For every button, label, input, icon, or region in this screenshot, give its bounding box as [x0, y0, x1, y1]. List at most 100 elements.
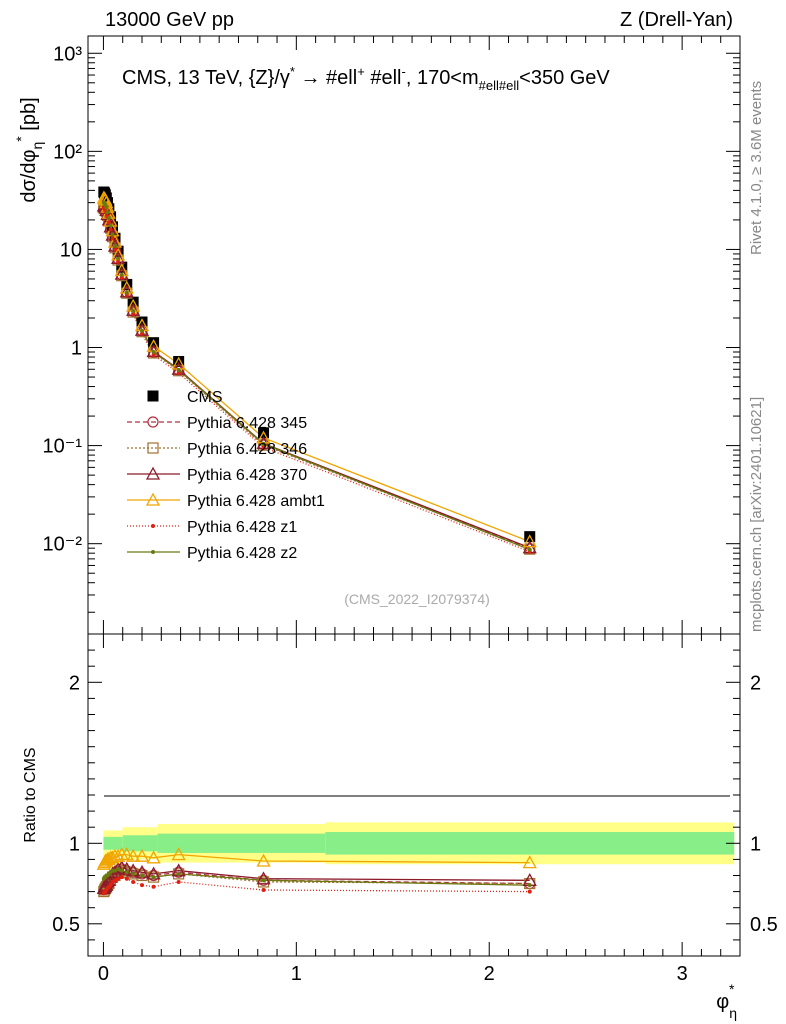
legend-marker-p370 [145, 466, 161, 480]
main-point-p346 [147, 347, 160, 359]
main-point-z2 [105, 210, 110, 215]
legend: CMS Pythia 6.428 345 Pythia 6.428 346 Pythi… [127, 389, 325, 562]
main-point-z2 [110, 232, 115, 237]
ratio-point-ambt1 [146, 850, 161, 864]
main-plot-frame [87, 35, 741, 635]
ratio-point-ambt1 [134, 848, 150, 862]
main-point-cms [173, 356, 185, 368]
main-ylabel: dσ/dφη* [pb] [13, 97, 45, 202]
main-point-ambt1 [522, 534, 537, 548]
main-point-z2 [527, 547, 532, 552]
ratio-y-tick-label: 2 [69, 672, 80, 694]
band-inner [325, 832, 735, 855]
main-point-cms [136, 316, 148, 328]
main-point-z2 [124, 290, 129, 295]
main-panel: 10³ 10² 10 1 10⁻¹ 10⁻² CMS, 13 TeV, {Z}/γ* → … [13, 35, 741, 635]
legend-label-p345: Pythia 6.428 345 [187, 415, 307, 432]
main-point-p346 [257, 439, 270, 451]
ratio-panel: 0.5 0.5 1 1 2 2 0 1 2 3 Ratio to CMS [22, 633, 778, 985]
main-point-z2 [119, 272, 124, 277]
ratio-line-p370 [103, 866, 530, 889]
ratio-point-ambt1 [105, 850, 120, 864]
y-tick-label: 10⁻² [43, 534, 83, 556]
ratio-point-z2 [119, 868, 124, 873]
ratio-point-z1 [140, 883, 145, 888]
main-line-ambt1 [103, 197, 530, 543]
main-point-z2 [131, 309, 136, 314]
ratio-point-z2 [124, 870, 129, 875]
legend-label-cms: CMS [187, 389, 223, 406]
legend-marker-p346 [147, 442, 159, 454]
ratio-point-z2 [261, 878, 266, 883]
ratio-y-tick-label-right: 0.5 [750, 914, 778, 936]
band-inner [103, 836, 123, 850]
legend-label-z1: Pythia 6.428 z1 [187, 519, 297, 536]
main-point-cms [106, 221, 118, 233]
ratio-point-z1 [261, 887, 266, 892]
main-point-cms [121, 278, 133, 290]
main-point-z2 [106, 215, 111, 220]
legend-marker-p345 [147, 416, 159, 428]
legend-label-z2: Pythia 6.428 z2 [187, 545, 297, 562]
main-point-z1 [261, 445, 266, 450]
main-point-p346 [136, 326, 148, 338]
y-tick-label: 10² [53, 141, 82, 163]
main-point-z1 [113, 247, 118, 252]
main-point-z2 [104, 205, 109, 210]
ratio-point-z1 [131, 879, 136, 884]
ratio-y-tick-label-right: 2 [750, 672, 761, 694]
legend-marker-z1 [151, 524, 155, 528]
main-point-z1 [176, 370, 181, 375]
ratio-point-z1 [176, 879, 181, 884]
ratio-point-p370 [256, 871, 271, 885]
header-left: 13000 GeV pp [105, 9, 234, 31]
band-inner [122, 835, 158, 852]
main-point-z2 [140, 328, 145, 333]
ratio-uncertainty-bands [103, 822, 735, 865]
ratio-y-tick-label-right: 1 [750, 833, 761, 855]
main-axis-ticks: 10³ 10² 10 1 10⁻¹ 10⁻² [43, 36, 740, 634]
legend-label-p346: Pythia 6.428 346 [187, 441, 307, 458]
ratio-point-ambt1 [126, 848, 141, 862]
ratio-point-z2 [116, 867, 121, 872]
legend-label-p370: Pythia 6.428 370 [187, 467, 307, 484]
main-point-p346 [173, 365, 185, 377]
band-inner [157, 833, 326, 853]
main-point-p370 [119, 284, 134, 298]
main-title: CMS, 13 TeV, {Z}/γ* → #ell+ #ell-, 170<m… [122, 64, 610, 93]
ratio-point-z2 [140, 873, 145, 878]
main-point-cms [127, 296, 139, 308]
main-point-z2 [261, 441, 266, 446]
ratio-point-ambt1 [101, 852, 116, 866]
main-series-markers [96, 186, 537, 555]
ratio-y-tick-label: 0.5 [52, 914, 80, 936]
main-point-z1 [108, 227, 113, 232]
main-point-z2 [151, 350, 156, 355]
ratio-point-p370 [110, 861, 126, 875]
main-point-z2 [113, 243, 118, 248]
ratio-point-z1 [108, 883, 113, 888]
x-tick-label: 1 [291, 963, 302, 985]
ratio-point-z1 [527, 889, 532, 894]
ratio-point-ambt1 [522, 855, 537, 869]
main-point-z1 [140, 331, 145, 336]
legend-label-ambt1: Pythia 6.428 ambt1 [187, 493, 325, 510]
legend-marker-ambt1 [145, 492, 161, 506]
main-point-p346 [524, 543, 536, 555]
main-point-z2 [108, 223, 113, 228]
y-tick-label: 10⁻¹ [43, 436, 83, 458]
main-point-z1 [106, 220, 111, 225]
ratio-point-ambt1 [110, 848, 126, 862]
ratio-point-ambt1 [171, 847, 186, 861]
ratio-plot-frame [87, 633, 741, 957]
ratio-point-z2 [151, 875, 156, 880]
mcplots-label: mcplots.cern.ch [arXiv:2401.10621] [748, 397, 765, 632]
main-point-cms [148, 337, 160, 349]
main-point-z1 [151, 352, 156, 357]
x-tick-label: 2 [484, 963, 495, 985]
y-tick-label: 10³ [53, 43, 82, 65]
ratio-point-z1 [119, 875, 124, 880]
ratio-y-tick-label: 1 [69, 833, 80, 855]
main-point-z1 [131, 311, 136, 316]
